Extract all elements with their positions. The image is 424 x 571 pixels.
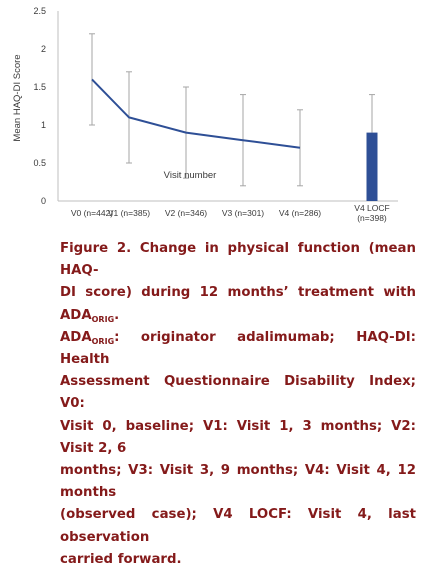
mean-haq-di-line — [92, 79, 300, 147]
caption-line-1: Figure 2. Change in physical function (m… — [60, 241, 416, 278]
caption-line-5: Visit 0, baseline; V1: Visit 1, 3 months… — [60, 419, 416, 456]
figure: 0 0.5 1 1.5 2 2.5 Mean HAQ-DI Score Visit numbe… — [0, 0, 424, 411]
caption-line-2-end: . — [114, 308, 119, 323]
y-tick-label: 2 — [41, 44, 46, 54]
haq-di-line-chart: 0 0.5 1 1.5 2 2.5 Mean HAQ-DI Score Visit numbe… — [0, 0, 424, 238]
x-axis-title: Visit number — [164, 170, 217, 181]
caption-line-2: DI score) during 12 months’ treatment wi… — [60, 285, 416, 322]
locf-bar — [367, 133, 378, 201]
caption-subscript: ORIG — [92, 315, 115, 324]
y-tick-label: 0 — [41, 196, 46, 206]
x-tick-label: V4 LOCF — [354, 203, 389, 213]
x-tick-label: (n=398) — [357, 213, 387, 223]
caption-line-3: ADAORIG: originator adalimumab; HAQ-DI: … — [60, 330, 416, 367]
x-tick-label: V2 (n=346) — [165, 208, 207, 218]
y-axis-title: Mean HAQ-DI Score — [12, 54, 23, 141]
x-tick-label: V1 (n=385) — [108, 208, 150, 218]
x-tick-label: V3 (n=301) — [222, 208, 264, 218]
caption-line-7: (observed case); V4 LOCF: Visit 4, last … — [60, 507, 416, 544]
y-tick-label: 2.5 — [33, 6, 46, 16]
caption-line-3-end: : originator adalimumab; HAQ-DI: Health — [60, 330, 416, 367]
caption-subscript: ORIG — [92, 337, 115, 346]
caption-line-4: Assessment Questionnaire Disability Inde… — [60, 374, 416, 411]
y-tick-label: 1 — [41, 120, 46, 130]
x-tick-label: V4 (n=286) — [279, 208, 321, 218]
y-tick-label: 0.5 — [33, 158, 46, 168]
caption-line-6: months; V3: Visit 3, 9 months; V4: Visit… — [60, 463, 416, 500]
y-tick-label: 1.5 — [33, 82, 46, 92]
caption-line-8: carried forward. — [60, 552, 182, 567]
figure-caption: Figure 2. Change in physical function (m… — [60, 238, 416, 571]
caption-line-3-text: ADA — [60, 330, 92, 345]
